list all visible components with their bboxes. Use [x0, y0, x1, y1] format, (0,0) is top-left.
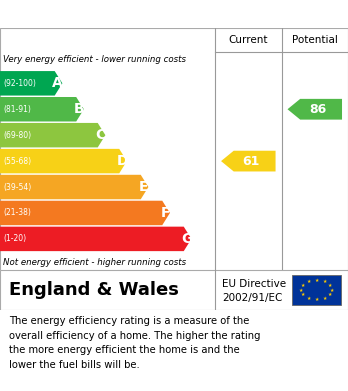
Polygon shape [0, 71, 62, 95]
Polygon shape [0, 97, 84, 122]
Text: E: E [139, 180, 149, 194]
Text: 86: 86 [309, 103, 326, 116]
Polygon shape [0, 175, 148, 199]
Text: 61: 61 [242, 154, 260, 168]
Polygon shape [0, 201, 170, 225]
Text: (1-20): (1-20) [3, 234, 26, 243]
Text: The energy efficiency rating is a measure of the
overall efficiency of a home. T: The energy efficiency rating is a measur… [9, 316, 260, 369]
Text: EU Directive: EU Directive [222, 279, 286, 289]
Polygon shape [221, 151, 276, 172]
Polygon shape [287, 99, 342, 120]
Polygon shape [0, 227, 191, 251]
Text: ★: ★ [315, 297, 319, 302]
Text: Very energy efficient - lower running costs: Very energy efficient - lower running co… [3, 55, 187, 64]
Text: England & Wales: England & Wales [9, 281, 179, 299]
Bar [292, 275, 341, 305]
Text: 2002/91/EC: 2002/91/EC [222, 293, 282, 303]
Text: (81-91): (81-91) [3, 105, 31, 114]
Text: (55-68): (55-68) [3, 157, 32, 166]
Text: Energy Efficiency Rating: Energy Efficiency Rating [9, 7, 211, 22]
Text: D: D [117, 154, 128, 168]
Text: ★: ★ [301, 283, 305, 288]
Text: C: C [96, 128, 106, 142]
Text: F: F [160, 206, 170, 220]
Text: (39-54): (39-54) [3, 183, 32, 192]
Text: ★: ★ [301, 292, 305, 298]
Text: G: G [181, 232, 192, 246]
Text: ★: ★ [299, 287, 303, 292]
Text: ★: ★ [307, 279, 311, 284]
Text: ★: ★ [328, 283, 332, 288]
Text: B: B [74, 102, 85, 116]
Text: (21-38): (21-38) [3, 208, 31, 217]
Text: (92-100): (92-100) [3, 79, 36, 88]
Text: ★: ★ [307, 296, 311, 301]
Text: ★: ★ [315, 278, 319, 283]
Polygon shape [0, 149, 127, 173]
Text: ★: ★ [328, 292, 332, 298]
Text: ★: ★ [330, 287, 334, 292]
Polygon shape [0, 123, 105, 147]
Text: Current: Current [229, 35, 268, 45]
Text: (69-80): (69-80) [3, 131, 32, 140]
Text: Not energy efficient - higher running costs: Not energy efficient - higher running co… [3, 258, 187, 267]
Text: ★: ★ [322, 296, 327, 301]
Text: Potential: Potential [292, 35, 338, 45]
Text: A: A [53, 76, 63, 90]
Text: ★: ★ [322, 279, 327, 284]
